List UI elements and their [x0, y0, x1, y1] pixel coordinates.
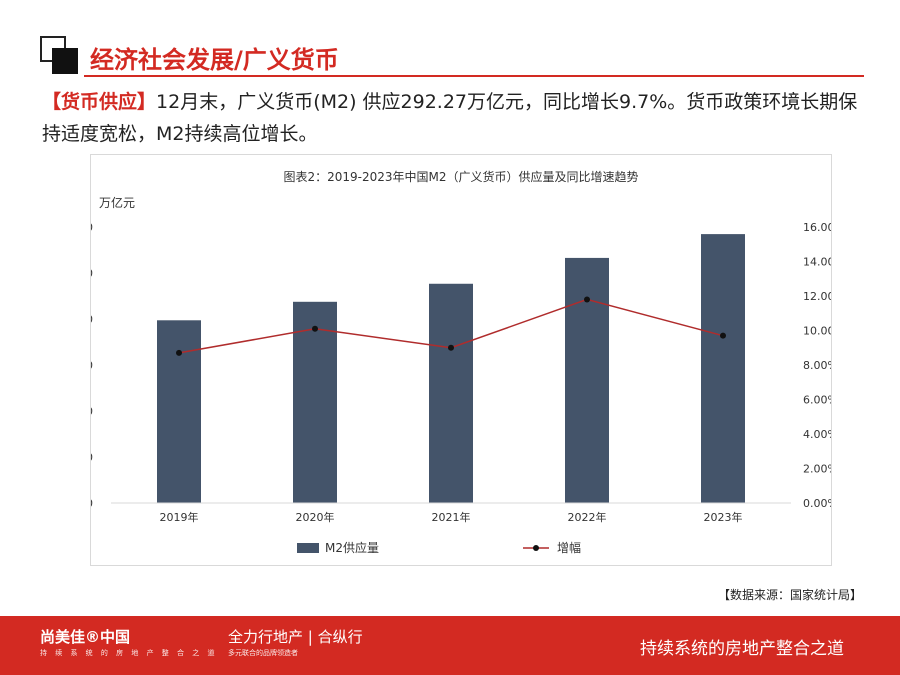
y2-tick-label: 2.00%: [803, 463, 831, 476]
y-tick-label: 200: [91, 313, 93, 326]
y2-tick-label: 16.00%: [803, 221, 831, 234]
growth-point-2020年: [312, 325, 318, 332]
y2-tick-label: 10.00%: [803, 325, 831, 338]
chart-container: 图表2：2019-2023年中国M2（广义货币）供应量及同比增速趋势 万亿元 0…: [72, 154, 845, 566]
y2-tick-label: 8.00%: [803, 359, 831, 372]
x-tick-label: 2021年: [432, 510, 471, 524]
header-divider: [84, 75, 864, 77]
bar-m2-2023年: [701, 234, 745, 503]
chart-title: 图表2：2019-2023年中国M2（广义货币）供应量及同比增速趋势: [283, 169, 638, 184]
x-tick-label: 2020年: [296, 510, 335, 524]
section-title: 经济社会发展/广义货币: [90, 46, 339, 74]
lead-text: 12月末，广义货币(M2) 供应292.27万亿元，同比增长9.7%。货币政策环…: [42, 91, 858, 145]
legend-label-m2: M2供应量: [325, 540, 379, 555]
legend-swatch-growth-point: [533, 545, 539, 551]
growth-point-2022年: [584, 296, 590, 303]
y2-tick-label: 14.00%: [803, 256, 831, 269]
growth-point-2023年: [720, 332, 726, 339]
data-source: 【数据来源：国家统计局】: [718, 588, 863, 602]
footer-brand-sub: 持 续 系 统 的 房 地 产 整 合 之 道: [40, 649, 218, 657]
bar-m2-2021年: [429, 283, 473, 503]
legend-label-growth: 增幅: [557, 540, 581, 555]
footer-brand2: 全力行地产 | 合纵行: [228, 628, 363, 646]
growth-point-2019年: [176, 349, 182, 356]
y2-tick-label: 4.00%: [803, 428, 831, 441]
footer-brand: 尚美佳®中国: [40, 628, 131, 646]
y-tick-label: 0: [91, 497, 93, 510]
lead-paragraph: 【货币供应】12月末，广义货币(M2) 供应292.27万亿元，同比增长9.7%…: [42, 86, 872, 150]
y2-tick-label: 0.00%: [803, 497, 831, 510]
footer-brand2-sub: 多元联合的品牌领造者: [228, 649, 298, 657]
y-tick-label: 250: [91, 267, 93, 280]
footer-bar: [0, 616, 900, 675]
y2-tick-label: 6.00%: [803, 394, 831, 407]
y-tick-label: 150: [91, 359, 93, 372]
x-tick-label: 2022年: [568, 510, 607, 524]
y-tick-label: 100: [91, 405, 93, 418]
bar-m2-2022年: [565, 257, 609, 503]
m2-chart: 图表2：2019-2023年中国M2（广义货币）供应量及同比增速趋势 万亿元 0…: [72, 169, 845, 555]
footer-slogan: 持续系统的房地产整合之道: [640, 639, 844, 659]
x-tick-label: 2023年: [704, 510, 743, 524]
y2-tick-label: 12.00%: [803, 290, 831, 303]
bar-m2-2020年: [293, 301, 337, 503]
lead-tag: 【货币供应】: [42, 91, 157, 113]
y-axis-label: 万亿元: [99, 195, 135, 210]
x-tick-label: 2019年: [160, 510, 199, 524]
growth-point-2021年: [448, 344, 454, 351]
y-tick-label: 300: [91, 221, 93, 234]
y-tick-label: 50: [91, 451, 93, 464]
legend-swatch-m2: [297, 543, 319, 553]
header-square-solid: [52, 48, 78, 74]
bar-m2-2019年: [157, 320, 201, 503]
